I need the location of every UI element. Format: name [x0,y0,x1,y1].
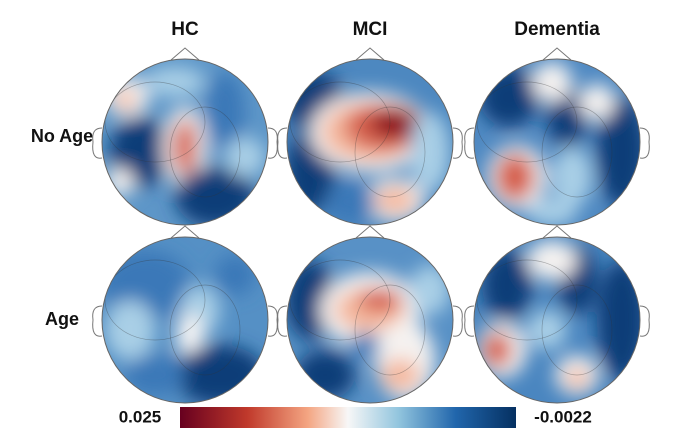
topomap-blob [125,355,185,395]
topomap-blob [532,62,572,102]
head-outline [473,58,641,226]
contour [169,284,241,376]
topomap-blob [495,153,535,201]
nose [170,225,200,239]
contour [169,106,241,198]
topomap-blob [106,168,134,196]
ear [464,305,475,337]
topomap-blob [482,332,512,368]
topomap [464,47,650,226]
topomap-blob [371,110,419,138]
topomap-blob [225,137,265,177]
topomap-blob [375,186,415,214]
nose [355,225,385,239]
topomap [92,47,278,226]
topomap-blob [527,310,567,350]
topomap-blob [527,198,577,225]
topomap-blob [552,147,592,207]
head-outline [101,236,269,404]
topomap-blob [380,359,420,391]
contour [354,284,426,376]
topomap-fill [474,237,640,403]
ear [452,127,463,159]
topomap [464,225,650,404]
column-title: Dementia [514,19,600,40]
colorbar-label: -0.0022 [534,407,592,426]
column-title: HC [171,19,199,40]
topomap-blobs [105,67,265,225]
topomap [277,47,463,226]
contour [104,259,206,341]
ear [464,127,475,159]
nose [542,225,572,239]
head-outline [286,58,454,226]
topomap-blob [565,368,589,388]
contour [289,81,391,163]
column-title: MCI [353,19,388,40]
topomap [92,225,278,404]
topomap-blob [173,119,197,175]
contour [104,81,206,163]
topomap-blob [295,350,355,400]
contour [354,106,426,198]
topomap-blob [527,240,577,280]
ear [92,305,103,337]
colorbar-label: 0.025 [119,407,162,426]
ear [277,127,288,159]
nose [542,47,572,61]
head-outline [473,236,641,404]
head-outline [286,236,454,404]
topomap-blob [547,87,587,147]
row-title: No Age [31,126,93,146]
topomap-fill [287,237,453,403]
contour [541,284,613,376]
ear [639,127,650,159]
topomap-blobs [477,240,640,395]
topomap-blob [145,67,205,97]
topomap-fill [474,59,640,225]
topomap-blob [205,72,245,152]
topomap-blob [410,265,450,315]
ear [92,127,103,159]
topomap-blob [350,333,380,357]
topomap-fill [102,59,268,225]
contour [476,81,578,163]
nose [170,47,200,61]
topomap-blob [410,112,450,192]
row-title: Age [45,309,79,329]
ear [639,305,650,337]
topomap [277,225,463,404]
contour [541,106,613,198]
topomap-blob [184,328,196,348]
contour [289,259,391,341]
ear [267,305,278,337]
topomap-blob [115,90,135,110]
contour [476,259,578,341]
ear [277,305,288,337]
topomap-blob [215,255,255,295]
nose [355,47,385,61]
ear [267,127,278,159]
colorbar [180,407,516,428]
topomap-blob [579,84,615,120]
topomap-blob [325,182,375,222]
topomap-blob [358,288,402,312]
topomap-blob [105,300,155,360]
topomap-blob [175,345,265,403]
topomaps [92,47,650,404]
head-outline [101,58,269,226]
ear [452,305,463,337]
topomap-blob [482,250,532,320]
